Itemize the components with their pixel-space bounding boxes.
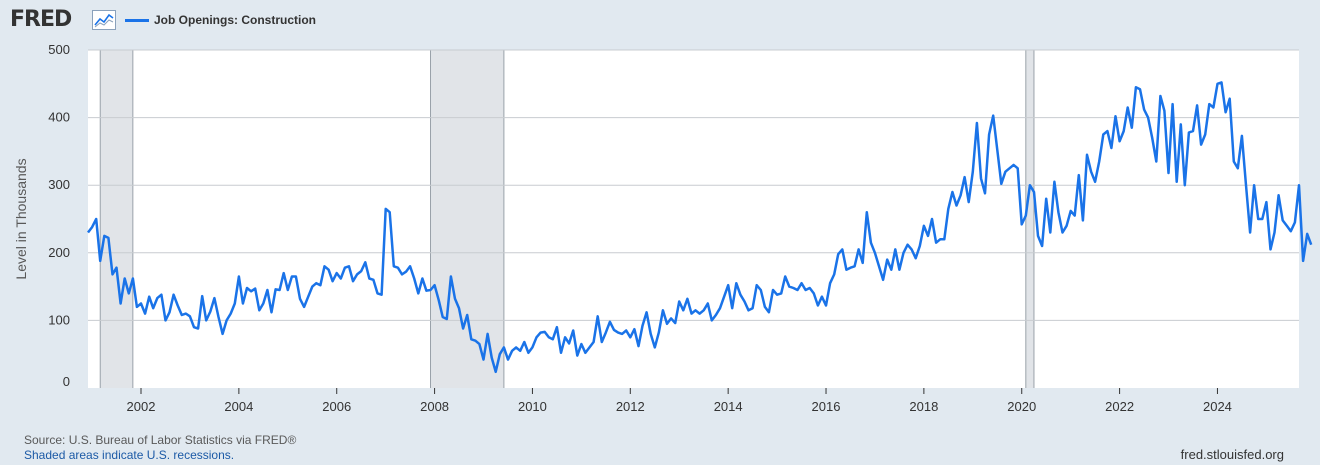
plot-area [88, 50, 1299, 388]
source-note: Source: U.S. Bureau of Labor Statistics … [24, 433, 297, 447]
y-axis-label: Level in Thousands [13, 158, 29, 279]
x-tick-label: 2006 [322, 399, 351, 414]
chart-line-icon [92, 10, 116, 30]
recession-band-2 [1025, 50, 1034, 388]
x-tick-label: 2020 [1007, 399, 1036, 414]
y-tick-label: 200 [48, 245, 70, 260]
y-tick-label: 0 [63, 374, 70, 389]
recession-band-0 [100, 50, 133, 388]
series-line [87, 81, 1313, 374]
x-tick-label: 2016 [812, 399, 841, 414]
recession-note: Shaded areas indicate U.S. recessions. [24, 448, 235, 462]
x-tick-label: 2010 [518, 399, 547, 414]
x-tick-label: 2024 [1203, 399, 1232, 414]
x-tick-label: 2004 [224, 399, 253, 414]
x-axis-ticks: 2002 2004 2006 2008 2010 2012 2014 2016 2018 2020… [127, 388, 1232, 414]
legend-series-label[interactable]: Job Openings: Construction [154, 13, 316, 27]
y-axis-ticks: 0 100 200 300 400 500 [48, 42, 70, 389]
recession-shading [99, 50, 1035, 388]
fred-logo[interactable]: FRED [10, 7, 72, 32]
legend-line-swatch [125, 19, 149, 22]
site-url[interactable]: fred.stlouisfed.org [1180, 447, 1284, 462]
line-chart: 0 100 200 300 400 500 2002 2004 2006 2008 2010 201… [13, 42, 1313, 414]
gridlines [88, 49, 1299, 321]
x-tick-label: 2018 [909, 399, 938, 414]
y-tick-label: 400 [48, 110, 70, 125]
recession-band-1 [430, 50, 504, 388]
x-tick-label: 2014 [714, 399, 743, 414]
y-tick-label: 300 [48, 177, 70, 192]
y-tick-label: 100 [48, 312, 70, 327]
x-tick-label: 2008 [420, 399, 449, 414]
x-tick-label: 2012 [616, 399, 645, 414]
chart-header: FRED Job Openings: Construction [0, 0, 1320, 40]
y-tick-label: 500 [48, 42, 70, 57]
x-tick-label: 2002 [127, 399, 156, 414]
x-tick-label: 2022 [1105, 399, 1134, 414]
